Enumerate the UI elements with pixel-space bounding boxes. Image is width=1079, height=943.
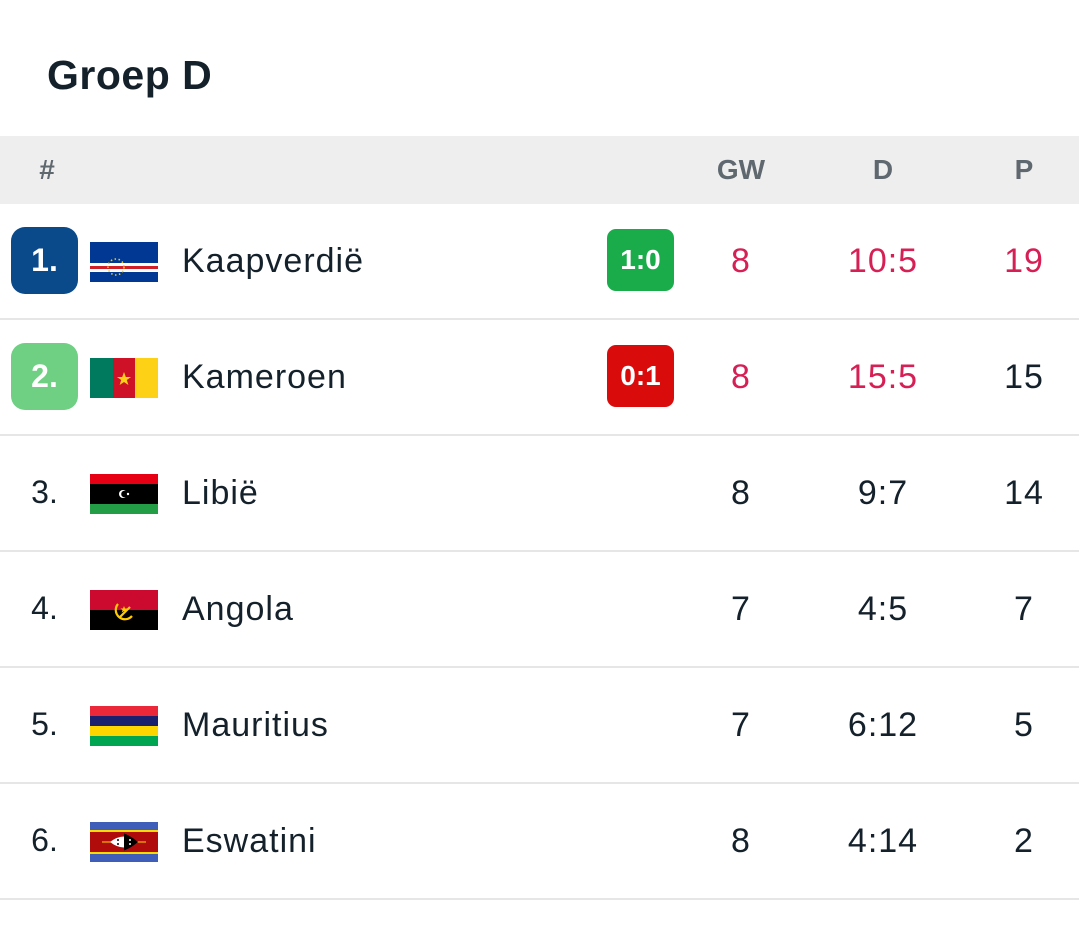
played-value: 8 [731, 358, 751, 396]
points-value: 19 [1004, 242, 1044, 280]
goals-value: 4:14 [847, 822, 919, 860]
points-value: 7 [1014, 590, 1034, 628]
team-name[interactable]: Angola [182, 590, 294, 628]
played-value: 7 [731, 590, 751, 628]
points-value: 14 [1004, 474, 1044, 512]
rank-label: 3. [31, 474, 58, 510]
goals-value: 15:5 [847, 358, 919, 396]
goals-value: 9:7 [857, 474, 909, 512]
table-row[interactable]: 1. Kaapverdië 1:0 8 10:5 19 [0, 204, 1079, 320]
team-name[interactable]: Eswatini [182, 822, 317, 860]
goals-value: 4:5 [857, 590, 909, 628]
points-column-header[interactable]: P [1014, 154, 1034, 185]
table-row[interactable]: 2. Kameroen 0:1 8 15:5 15 [0, 320, 1079, 436]
team-name[interactable]: Libië [182, 474, 259, 512]
table-row[interactable]: 3. Libië 8 9:7 14 [0, 436, 1079, 552]
points-value: 5 [1014, 706, 1034, 744]
angola-flag-icon [90, 590, 158, 630]
rank-label: 6. [31, 822, 58, 858]
team-name[interactable]: Mauritius [182, 706, 329, 744]
table-row[interactable]: 5. Mauritius 7 6:12 5 [0, 668, 1079, 784]
team-name[interactable]: Kameroen [182, 358, 347, 396]
played-value: 7 [731, 706, 751, 744]
rank-column-header: # [39, 154, 55, 185]
goals-column-header[interactable]: D [872, 154, 894, 185]
played-value: 8 [731, 242, 751, 280]
rank-label: 5. [31, 706, 58, 742]
team-name[interactable]: Kaapverdië [182, 242, 365, 280]
live-score-badge[interactable]: 0:1 [607, 345, 674, 407]
cape-verde-flag-icon [90, 242, 158, 282]
points-value: 2 [1014, 822, 1034, 860]
live-score-badge[interactable]: 1:0 [607, 229, 674, 291]
played-value: 8 [731, 474, 751, 512]
table-header: # GW D P [0, 136, 1079, 204]
eswatini-flag-icon [90, 822, 158, 862]
table-row[interactable]: 6. Eswatini 8 4:14 2 [0, 784, 1079, 900]
rank-badge: 1. [11, 227, 78, 294]
goals-value: 6:12 [847, 706, 919, 744]
cameroon-flag-icon [90, 358, 158, 398]
rank-badge: 2. [11, 343, 78, 410]
mauritius-flag-icon [90, 706, 158, 746]
played-value: 8 [731, 822, 751, 860]
goals-value: 10:5 [847, 242, 919, 280]
group-title: Groep D [47, 52, 213, 98]
points-value: 15 [1004, 358, 1044, 396]
rank-label: 4. [31, 590, 58, 626]
libya-flag-icon [90, 474, 158, 514]
played-column-header[interactable]: GW [716, 154, 766, 185]
table-row[interactable]: 4. Angola 7 4:5 7 [0, 552, 1079, 668]
